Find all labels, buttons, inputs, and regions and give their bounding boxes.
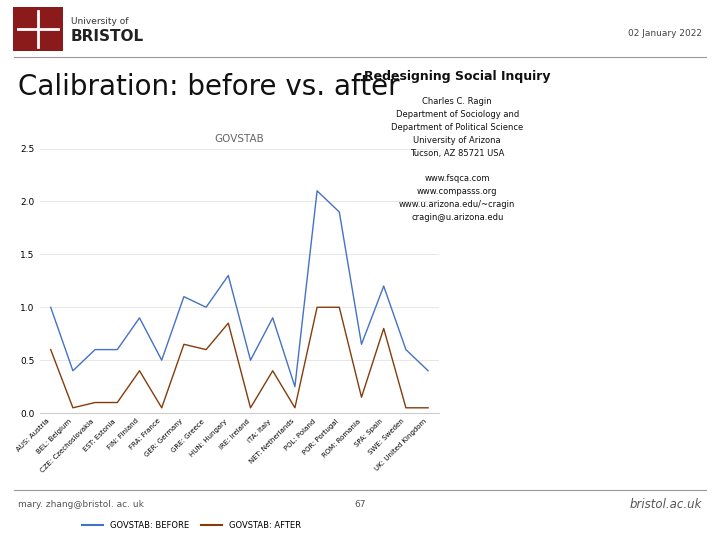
Title: GOVSTAB: GOVSTAB [215, 133, 264, 144]
Legend: GOVSTAB: BEFORE, GOVSTAB: AFTER: GOVSTAB: BEFORE, GOVSTAB: AFTER [78, 518, 304, 534]
Text: Charles C. Ragin
Department of Sociology and
Department of Political Science
Uni: Charles C. Ragin Department of Sociology… [391, 97, 523, 222]
Text: BRISTOL: BRISTOL [71, 29, 144, 44]
Text: mary. zhang@bristol. ac. uk: mary. zhang@bristol. ac. uk [18, 501, 144, 509]
Text: Calibration: before vs. after: Calibration: before vs. after [18, 73, 400, 101]
Text: 67: 67 [354, 501, 366, 509]
Text: Redesigning Social Inquiry: Redesigning Social Inquiry [364, 70, 551, 83]
Text: University of: University of [71, 17, 128, 26]
Text: 02 January 2022: 02 January 2022 [628, 29, 702, 38]
Text: bristol.ac.uk: bristol.ac.uk [629, 498, 702, 511]
